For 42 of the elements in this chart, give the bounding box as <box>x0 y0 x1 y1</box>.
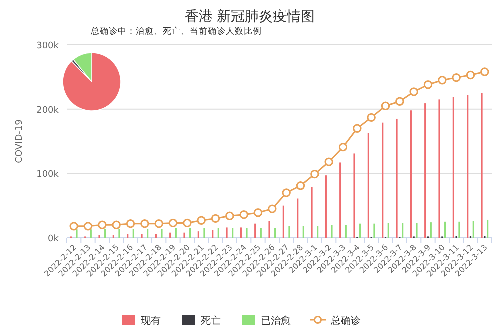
point <box>140 219 150 228</box>
point <box>296 182 306 190</box>
point <box>98 220 107 230</box>
point <box>410 88 418 96</box>
point <box>84 222 93 231</box>
point <box>466 70 476 80</box>
point <box>254 208 263 218</box>
point <box>324 158 334 166</box>
point <box>452 73 461 82</box>
point <box>282 188 291 198</box>
y-tick-label: 300k <box>36 42 60 52</box>
legend-label: 现有 <box>141 315 161 327</box>
chart-title: 香港 新冠肺炎疫情图 <box>184 9 316 25</box>
point <box>424 80 433 90</box>
point <box>183 218 192 228</box>
pie-slice <box>62 52 122 112</box>
y-tick-label: 100k <box>36 170 60 180</box>
point <box>70 222 78 231</box>
point <box>338 142 348 152</box>
legend-label: 死亡 <box>201 315 221 327</box>
point <box>367 113 376 122</box>
point <box>396 97 404 106</box>
y-axis-title: COVID-19 <box>15 119 25 164</box>
point <box>353 124 362 133</box>
y-tick-label: 0k <box>48 234 60 244</box>
y-tick-label: 200k <box>36 106 60 116</box>
point <box>381 102 390 110</box>
point <box>197 216 206 225</box>
text: 总确诊中：治愈、死亡、当前确诊人数比例 <box>90 26 262 37</box>
point <box>126 219 136 228</box>
point <box>268 204 277 214</box>
point <box>480 68 490 76</box>
point <box>154 219 164 228</box>
point <box>240 210 248 220</box>
point <box>168 218 178 228</box>
point <box>112 220 121 230</box>
point <box>310 170 320 179</box>
point <box>211 214 220 224</box>
point <box>226 212 234 220</box>
legend-label: 已治愈 <box>261 315 291 327</box>
legend-label: 总确诊 <box>330 315 361 327</box>
point <box>438 76 447 85</box>
